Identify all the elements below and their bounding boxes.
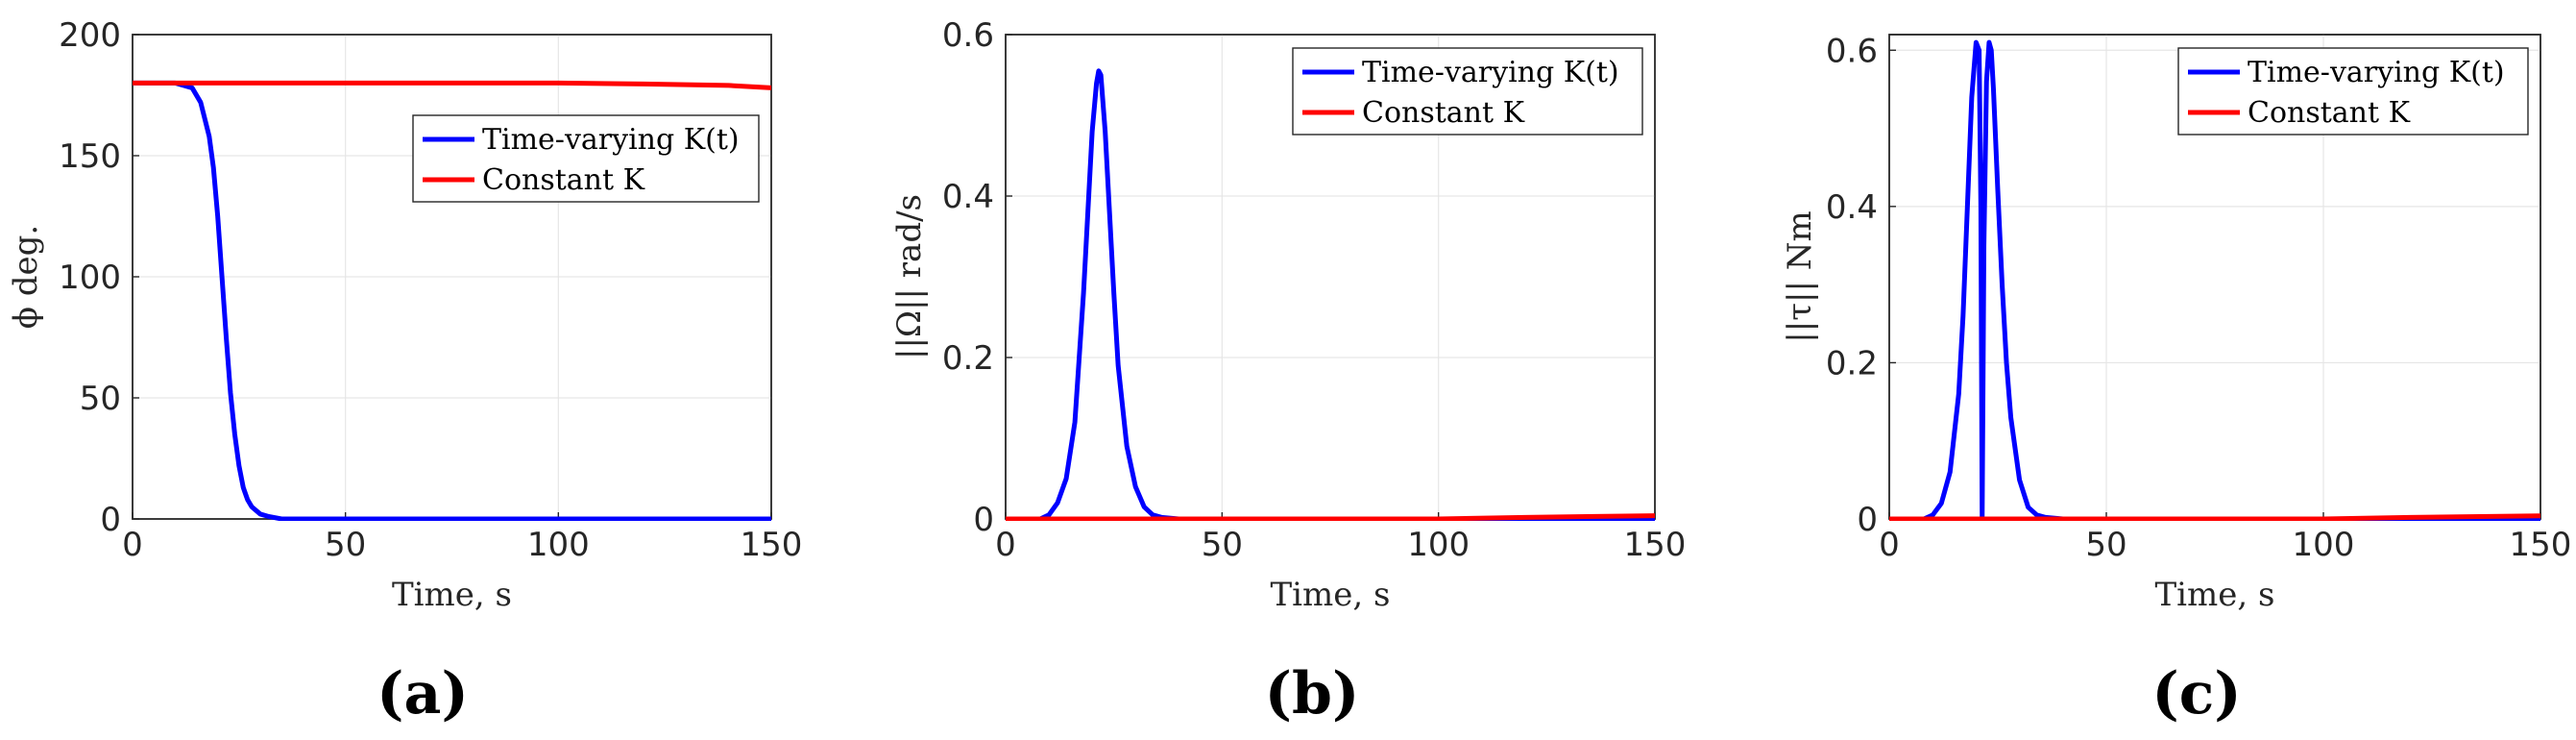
y-tick-label: 0 bbox=[100, 501, 121, 539]
legend-label: Time-varying K(t) bbox=[1362, 56, 1619, 89]
panel-label: (a) bbox=[377, 660, 469, 728]
legend-label: Time-varying K(t) bbox=[2248, 56, 2505, 89]
y-axis-label: ||τ|| Nm bbox=[1781, 210, 1819, 342]
legend: Time-varying K(t) Constant K bbox=[2177, 47, 2529, 136]
legend-label: Constant K bbox=[482, 163, 645, 197]
x-tick-label: 150 bbox=[2510, 526, 2572, 564]
series-line-time-varying bbox=[1006, 68, 1655, 521]
y-tick-label: 50 bbox=[80, 380, 121, 418]
x-tick-label: 100 bbox=[1407, 526, 1470, 564]
y-tick-label: 0.4 bbox=[942, 178, 994, 216]
legend: Time-varying K(t) Constant K bbox=[412, 114, 760, 203]
x-tick-label: 150 bbox=[1624, 526, 1687, 564]
panel-label: (c) bbox=[2151, 660, 2241, 728]
panel-a: 0 50 100 150 0 50 100 150 200 Time, s ϕ deg. Time-v… bbox=[7, 16, 802, 728]
x-axis-label: Time, s bbox=[1271, 576, 1391, 614]
x-tick-label: 0 bbox=[122, 526, 143, 564]
y-tick-label: 0.6 bbox=[1826, 32, 1878, 70]
legend: Time-varying K(t) Constant K bbox=[1292, 47, 1643, 136]
panel-c: 0 50 100 150 0 0.2 0.4 0.6 Time, s ||τ|| Nm Time-v… bbox=[1781, 32, 2571, 728]
x-tick-label: 100 bbox=[527, 526, 590, 564]
y-tick-label: 0.2 bbox=[942, 339, 994, 378]
legend-label: Constant K bbox=[1362, 96, 1525, 130]
series-line-time-varying bbox=[1889, 39, 2540, 521]
x-tick-label: 0 bbox=[995, 526, 1016, 564]
y-axis-label: ||Ω|| rad/s bbox=[890, 194, 929, 359]
series-line-constant bbox=[1889, 513, 2540, 521]
y-tick-label: 100 bbox=[59, 259, 121, 297]
x-tick-label: 50 bbox=[325, 526, 366, 564]
x-axis-label: Time, s bbox=[392, 576, 512, 614]
legend-label: Constant K bbox=[2248, 96, 2411, 130]
y-tick-label: 0 bbox=[1857, 501, 1878, 539]
x-tick-label: 50 bbox=[2085, 526, 2126, 564]
panel-label: (b) bbox=[1265, 660, 1360, 728]
series-line-constant bbox=[1006, 513, 1655, 521]
y-tick-label: 0 bbox=[973, 501, 994, 539]
y-axis-label: ϕ deg. bbox=[7, 225, 45, 329]
legend-box bbox=[412, 114, 760, 203]
y-tick-label: 0.2 bbox=[1826, 344, 1878, 382]
series-line-time-varying bbox=[133, 80, 771, 521]
panel-b: 0 50 100 150 0 0.2 0.4 0.6 Time, s ||Ω|| rad/s Tim… bbox=[890, 16, 1686, 728]
y-tick-label: 0.4 bbox=[1826, 188, 1878, 227]
series-line-constant bbox=[133, 80, 771, 90]
x-tick-label: 0 bbox=[1879, 526, 1900, 564]
x-tick-label: 50 bbox=[1202, 526, 1243, 564]
y-tick-label: 0.6 bbox=[942, 16, 994, 55]
y-tick-label: 150 bbox=[59, 137, 121, 176]
legend-box bbox=[2177, 47, 2529, 136]
y-tick-label: 200 bbox=[59, 16, 121, 55]
x-tick-label: 100 bbox=[2293, 526, 2355, 564]
x-tick-label: 150 bbox=[741, 526, 803, 564]
legend-box bbox=[1292, 47, 1643, 136]
legend-label: Time-varying K(t) bbox=[482, 123, 740, 157]
x-axis-label: Time, s bbox=[2155, 576, 2275, 614]
